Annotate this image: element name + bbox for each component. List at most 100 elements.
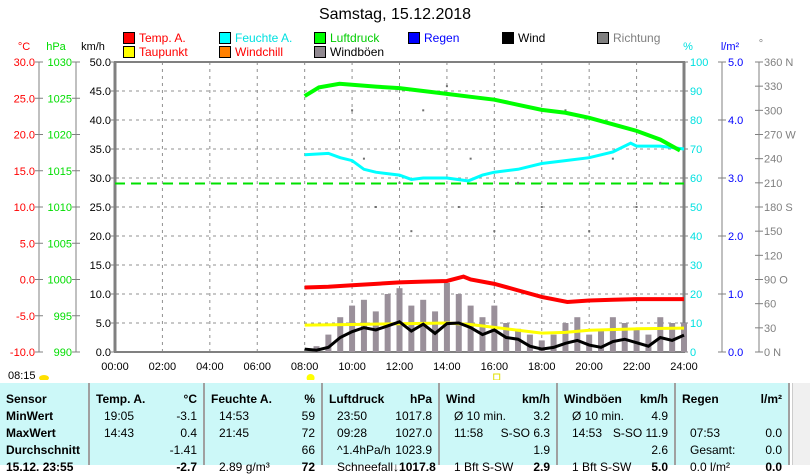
- table-row: MaxWert: [6, 425, 82, 442]
- cell-label: 14:53: [219, 409, 250, 423]
- axis-label-wind: 10.0: [90, 289, 111, 301]
- cell-label: [446, 442, 454, 459]
- cell-label: 19:05: [104, 409, 135, 423]
- axis-label-humidity: 20: [690, 289, 702, 301]
- axis-label-pressure: 990: [54, 347, 72, 359]
- legend-swatch: [502, 32, 514, 44]
- cell-value: -3.1: [176, 409, 197, 423]
- table-row: 1 Bft S-SW 2.9: [446, 459, 550, 476]
- table-row: 07:53 0.0: [682, 425, 782, 442]
- humidity-line: [304, 141, 685, 183]
- gust-bar: [633, 328, 640, 352]
- cell-label: 09:28: [337, 426, 368, 440]
- cell-value: 3.2: [533, 409, 550, 423]
- axis-label-humidity: 0: [690, 347, 696, 359]
- axis-unit-temp: °C: [18, 41, 30, 53]
- direction-point: [540, 206, 543, 208]
- chart-title: Samstag, 15.12.2018: [318, 6, 472, 23]
- axis-label-direction: 60: [764, 299, 776, 311]
- direction-point: [493, 230, 496, 233]
- column-windben: Windböen km/h Ø 10 min. 4.9 14:53 S-SO 11.9 2.…: [558, 383, 676, 474]
- header-label: Temp. A.: [96, 392, 146, 406]
- axis-label-wind: 0.0: [96, 347, 111, 359]
- gust-bar: [598, 328, 605, 352]
- legend-item: Windchill: [219, 45, 283, 59]
- table-row: 1 Bft S-SW 5.0: [564, 459, 668, 476]
- sensor-column: Sensor MinWert MaxWert Durchschnitt 15.12. 2…: [0, 383, 90, 474]
- gust-bar: [550, 334, 557, 352]
- x-tick-label: 18:00: [528, 361, 556, 373]
- axis-unit-wind: km/h: [81, 41, 105, 53]
- axis-label-temp: 20.0: [14, 130, 35, 142]
- axis-unit-direction: °: [759, 38, 763, 50]
- legend-label: Regen: [424, 31, 460, 45]
- axis-label-pressure: 1000: [48, 275, 72, 287]
- legend-swatch: [408, 32, 420, 44]
- gust-bar: [669, 323, 676, 352]
- pressure-line: [303, 81, 681, 153]
- cell-label: 14:43: [104, 426, 135, 440]
- cell-value: ↓1017.8: [393, 460, 436, 474]
- axis-unit-rain: l/m²: [721, 41, 740, 53]
- direction-point: [457, 206, 460, 208]
- legend-item: Luftdruck: [314, 31, 379, 45]
- cell-value: 5.0: [651, 460, 668, 474]
- cell-label: 14:53: [572, 426, 603, 440]
- cell-value: 0.0: [765, 460, 782, 474]
- axis-label-direction: 270 W: [764, 130, 796, 142]
- x-tick-label: 08:00: [291, 361, 319, 373]
- direction-point: [422, 109, 425, 112]
- table-row: Gesamt: 0.0: [682, 442, 782, 459]
- table-row: 09:28 1027.0: [329, 425, 432, 442]
- table-row: [682, 408, 782, 425]
- cell-value: S-SO 6.3: [500, 426, 550, 440]
- gust-bar: [337, 317, 344, 352]
- axis-label-wind: 30.0: [90, 173, 111, 185]
- legend-item: Taupunkt: [123, 45, 188, 59]
- header-unit: %: [304, 392, 315, 406]
- legend-swatch: [219, 32, 231, 44]
- direction-point: [469, 157, 472, 160]
- legend-label: Taupunkt: [139, 45, 188, 59]
- sunrise-time: 08:15: [8, 370, 36, 380]
- x-tick-label: 02:00: [149, 361, 177, 373]
- axis-label-direction: 360 N: [764, 57, 793, 69]
- table-header: Temp. A. °C: [96, 391, 197, 408]
- cell-value: S-SO 11.9: [612, 426, 668, 440]
- axis-label-temp: 0.0: [20, 275, 35, 287]
- axis-label-wind: 15.0: [90, 260, 111, 272]
- cell-value: -2.7: [176, 460, 197, 474]
- axis-label-humidity: 50: [690, 202, 702, 214]
- cell-value: -1.41: [169, 443, 197, 457]
- table-row: 2.89 g/m³ 72: [211, 459, 315, 476]
- gust-bar: [443, 282, 450, 352]
- legend-label: Richtung: [613, 31, 661, 45]
- legend-label: Luftdruck: [330, 31, 380, 45]
- cell-value: 72: [301, 426, 315, 440]
- scrollbar[interactable]: [792, 383, 810, 465]
- axis-label-direction: 240: [764, 154, 782, 166]
- column-tempa: Temp. A. °C 19:05 -3.1 14:43 0.4 -1.41 -2.7: [90, 383, 205, 474]
- legend-label: Feuchte A.: [235, 31, 293, 45]
- legend-swatch: [314, 32, 326, 44]
- axis-label-pressure: 995: [54, 311, 72, 323]
- axis-label-temp: 30.0: [14, 57, 35, 69]
- axis-label-wind: 5.0: [96, 318, 111, 330]
- table-row: 14:43 0.4: [96, 425, 197, 442]
- x-tick-label: 16:00: [481, 361, 509, 373]
- cell-label: 2.89 g/m³: [219, 460, 270, 474]
- axis-label-wind: 40.0: [90, 115, 111, 127]
- axis-label-pressure: 1015: [48, 166, 72, 178]
- table-row: -2.7: [96, 459, 197, 476]
- table-header: Sensor: [6, 391, 82, 408]
- axis-label-wind: 35.0: [90, 144, 111, 156]
- legend-item: Windböen: [314, 45, 384, 59]
- legend-item: Richtung: [597, 31, 660, 45]
- gust-bar: [562, 323, 569, 352]
- gust-bar: [349, 305, 356, 352]
- direction-point: [635, 206, 638, 208]
- axis-label-humidity: 80: [690, 115, 702, 127]
- header-label: Luftdruck: [329, 392, 385, 406]
- axis-label-humidity: 30: [690, 260, 702, 272]
- cell-value: 2.9: [533, 460, 550, 474]
